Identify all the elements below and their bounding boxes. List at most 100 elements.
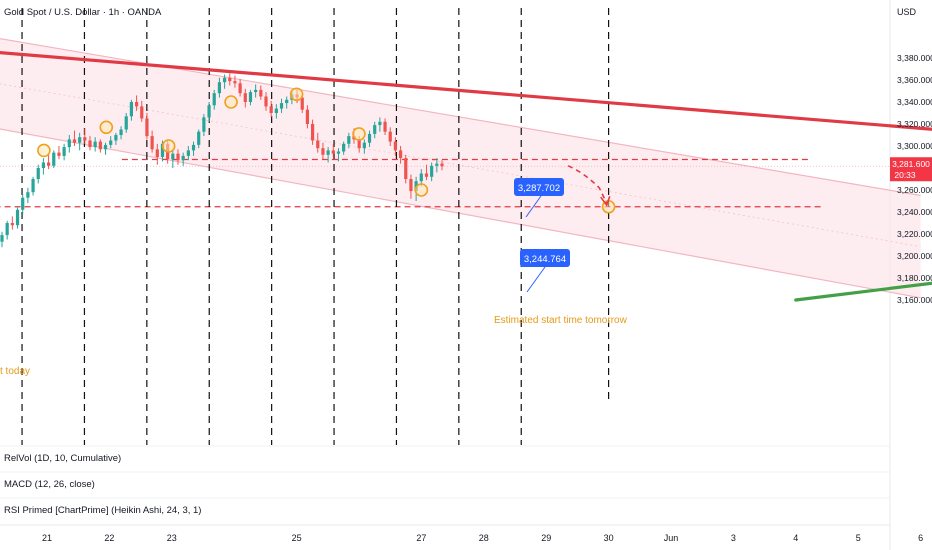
candle-body	[57, 152, 61, 156]
candle-body	[10, 223, 14, 226]
candle-body	[393, 141, 398, 151]
indicator-macd[interactable]: MACD (12, 26, close)	[4, 479, 95, 490]
candle-body	[378, 121, 382, 126]
candle-body	[36, 168, 40, 179]
candle-body	[145, 118, 149, 137]
trendline-red	[0, 51, 932, 131]
candle-body	[228, 77, 232, 82]
candle-body	[331, 150, 335, 154]
candle-body	[357, 139, 361, 149]
candle-body	[285, 99, 289, 104]
candle-body	[88, 140, 92, 148]
price-tick-label: 3,360.000	[897, 75, 932, 85]
candle-body	[171, 153, 175, 160]
candle-body	[440, 163, 444, 167]
candle-body	[383, 121, 387, 132]
candle-body	[52, 152, 56, 166]
price-tick-label: 3,320.000	[897, 119, 932, 129]
candle-body	[435, 163, 439, 166]
candles-layer	[0, 73, 444, 248]
callout-upper-pointer	[525, 195, 542, 218]
candle-body	[5, 223, 9, 236]
candle-body	[202, 117, 206, 132]
candle-body	[300, 97, 304, 110]
time-tick-label: 28	[479, 533, 489, 543]
level-lines-layer	[0, 158, 890, 208]
candle-body	[409, 179, 413, 192]
candle-body	[62, 147, 66, 156]
candle-body	[129, 102, 134, 117]
price-tick-label: 3,200.000	[897, 251, 932, 261]
candle-body	[114, 135, 118, 141]
price-tick-label: 3,220.000	[897, 229, 932, 239]
time-tick-label: 25	[292, 533, 302, 543]
candle-body	[124, 116, 128, 130]
estimate-note: Estimated start time tomorrow	[494, 315, 628, 326]
candle-body	[254, 89, 258, 93]
candle-body	[212, 93, 216, 106]
candle-body	[373, 125, 377, 134]
projection-arrowhead	[600, 195, 611, 207]
candle-body	[259, 89, 263, 97]
candle-body	[67, 139, 71, 148]
touch-marker-5	[352, 127, 366, 141]
touch-marker-2	[161, 139, 176, 153]
price-tick-label: 3,260.000	[897, 185, 932, 195]
candle-body	[0, 235, 4, 242]
candle-body	[419, 173, 423, 182]
price-tick-label: 3,160.000	[897, 295, 932, 305]
price-tick-label: 3,300.000	[897, 141, 932, 151]
candle-body	[160, 143, 165, 157]
candle-body	[72, 139, 77, 143]
callout-lower-pointer	[526, 266, 546, 293]
time-tick-label: 30	[604, 533, 614, 543]
callout-upper-box[interactable]	[514, 178, 564, 196]
price-tick-label: 3,340.000	[897, 97, 932, 107]
projection-path	[567, 165, 608, 204]
candle-body	[269, 106, 273, 113]
channel-upper-edge	[0, 38, 921, 197]
channel-lower-edge	[0, 128, 921, 299]
candle-body	[347, 136, 351, 144]
time-tick-label: 3	[731, 533, 736, 543]
indicator-rsi-primed[interactable]: RSI Primed [ChartPrime] (Heikin Ashi, 24…	[4, 505, 201, 516]
candle-body	[197, 131, 201, 145]
candle-body	[46, 162, 51, 166]
price-tick-label: 3,180.000	[897, 273, 932, 283]
candle-body	[398, 150, 403, 159]
candle-body	[103, 144, 108, 150]
touch-marker-0	[37, 143, 51, 158]
candle-body	[155, 149, 159, 157]
candle-body	[176, 153, 180, 161]
current-price-badge-box	[890, 157, 932, 182]
callouts-layer: 3,287.702 3,244.764	[514, 178, 570, 293]
price-tick-label: 3,380.000	[897, 53, 932, 63]
candle-body	[336, 151, 341, 154]
touch-marker-6	[414, 183, 429, 197]
candle-body	[222, 77, 227, 83]
touch-marker-3	[224, 95, 238, 109]
candle-body	[78, 137, 82, 143]
indicator-relvol[interactable]: RelVol (1D, 10, Cumulative)	[4, 453, 121, 464]
symbol-title: Gold Spot / U.S. Dollar · 1h · OANDA	[4, 7, 162, 18]
candle-body	[191, 144, 196, 151]
candle-body	[217, 82, 222, 94]
bar-countdown: 20:33	[894, 170, 916, 180]
trendline-green	[794, 281, 932, 302]
time-tick-label: 29	[541, 533, 551, 543]
candle-body	[310, 124, 315, 141]
candle-body	[207, 105, 211, 118]
candle-body	[274, 108, 278, 113]
callout-lower-box[interactable]	[520, 249, 570, 267]
candle-body	[41, 162, 46, 168]
candle-body	[31, 179, 35, 193]
candle-body	[186, 150, 190, 156]
candle-body	[430, 165, 434, 177]
candle-body	[248, 92, 253, 102]
currency-label: USD	[897, 7, 917, 17]
candle-body	[243, 93, 247, 102]
time-tick-label: 6	[918, 533, 923, 543]
candle-body	[134, 102, 139, 107]
